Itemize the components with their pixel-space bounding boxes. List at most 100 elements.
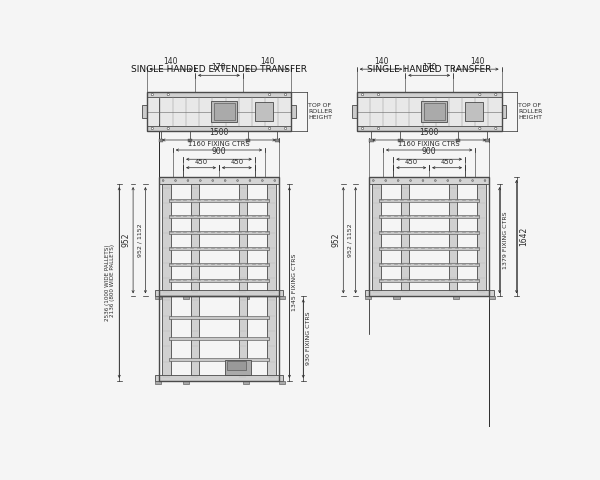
Circle shape <box>484 180 486 181</box>
Text: 1160 FIXING CTRS: 1160 FIXING CTRS <box>188 141 250 147</box>
Circle shape <box>284 94 287 96</box>
Bar <box>370 177 489 184</box>
Circle shape <box>361 94 364 96</box>
Circle shape <box>167 127 169 130</box>
Text: 952: 952 <box>121 233 130 248</box>
Text: 170: 170 <box>422 63 436 72</box>
Bar <box>449 184 457 296</box>
Circle shape <box>361 127 364 130</box>
Text: 1642: 1642 <box>520 227 529 246</box>
Text: TOP OF
ROLLER
HEIGHT: TOP OF ROLLER HEIGHT <box>518 103 543 120</box>
Bar <box>370 177 489 296</box>
Circle shape <box>167 94 169 96</box>
Bar <box>146 92 292 131</box>
Text: 900: 900 <box>212 147 226 156</box>
Bar <box>478 184 486 296</box>
Bar <box>466 102 483 121</box>
Circle shape <box>151 94 154 96</box>
Bar <box>155 381 161 384</box>
Bar <box>424 103 445 120</box>
Text: 1500: 1500 <box>209 128 229 137</box>
Bar <box>159 177 278 296</box>
Text: 1500: 1500 <box>419 128 439 137</box>
Bar <box>162 296 170 381</box>
Bar <box>142 105 146 118</box>
Text: 1160 FIXING CTRS: 1160 FIXING CTRS <box>398 141 460 147</box>
Bar <box>183 381 190 384</box>
Circle shape <box>274 180 275 181</box>
Bar <box>357 92 502 131</box>
Circle shape <box>262 180 263 181</box>
Bar <box>502 105 506 118</box>
Text: 952 / 1152: 952 / 1152 <box>137 223 142 257</box>
Circle shape <box>459 180 461 181</box>
Bar <box>169 263 269 266</box>
Circle shape <box>385 180 386 181</box>
Bar <box>225 360 251 375</box>
Bar <box>357 126 502 131</box>
Bar <box>239 184 247 296</box>
Circle shape <box>494 94 497 96</box>
Bar <box>169 358 269 361</box>
Text: 450: 450 <box>440 158 454 165</box>
Text: 140: 140 <box>470 57 485 66</box>
Text: 450: 450 <box>404 158 418 165</box>
Text: 1379 FIXING CTRS: 1379 FIXING CTRS <box>503 212 508 269</box>
Text: 1345 FIXING CTRS: 1345 FIXING CTRS <box>292 254 298 311</box>
Bar <box>169 215 269 218</box>
Text: 952: 952 <box>331 233 340 248</box>
Circle shape <box>151 127 154 130</box>
Circle shape <box>397 180 399 181</box>
Bar <box>267 184 275 296</box>
Circle shape <box>236 180 238 181</box>
Circle shape <box>249 180 251 181</box>
Bar <box>169 279 269 282</box>
Circle shape <box>284 127 287 130</box>
Bar <box>155 290 283 296</box>
Bar <box>169 337 269 340</box>
Circle shape <box>199 180 201 181</box>
Bar <box>379 247 479 250</box>
Text: 2536 (1000 WIDE PALLETS)
2136 (800 WIDE PALLETS): 2536 (1000 WIDE PALLETS) 2136 (800 WIDE … <box>104 244 115 321</box>
Circle shape <box>162 180 164 181</box>
Circle shape <box>212 180 214 181</box>
Bar <box>379 199 479 202</box>
Bar <box>169 247 269 250</box>
Circle shape <box>494 127 497 130</box>
Bar <box>214 103 235 120</box>
Bar <box>162 184 170 296</box>
Bar <box>453 296 459 300</box>
Bar <box>379 215 479 218</box>
Bar <box>456 139 460 142</box>
Bar <box>155 375 283 381</box>
Bar <box>365 290 494 296</box>
Circle shape <box>377 94 380 96</box>
Bar <box>239 296 247 381</box>
Bar <box>357 92 502 131</box>
Bar <box>188 139 193 142</box>
Circle shape <box>268 127 271 130</box>
Circle shape <box>479 94 481 96</box>
Bar <box>292 105 296 118</box>
Bar <box>421 101 448 122</box>
Circle shape <box>377 127 380 130</box>
Bar <box>369 139 374 142</box>
Text: 140: 140 <box>260 57 274 66</box>
Circle shape <box>175 180 176 181</box>
Bar <box>211 101 237 122</box>
Bar <box>352 105 357 118</box>
Text: 140: 140 <box>374 57 388 66</box>
Bar <box>169 316 269 319</box>
Bar <box>489 296 495 300</box>
Text: TOP OF
ROLLER
HEIGHT: TOP OF ROLLER HEIGHT <box>308 103 332 120</box>
Text: 450: 450 <box>230 158 244 165</box>
Bar <box>255 102 272 121</box>
Circle shape <box>434 180 436 181</box>
Circle shape <box>422 180 424 181</box>
Bar <box>401 184 409 296</box>
Bar <box>191 296 199 381</box>
Circle shape <box>447 180 449 181</box>
Text: 930 FIXING CTRS: 930 FIXING CTRS <box>307 312 311 365</box>
Bar <box>267 296 275 381</box>
Bar <box>365 296 371 300</box>
